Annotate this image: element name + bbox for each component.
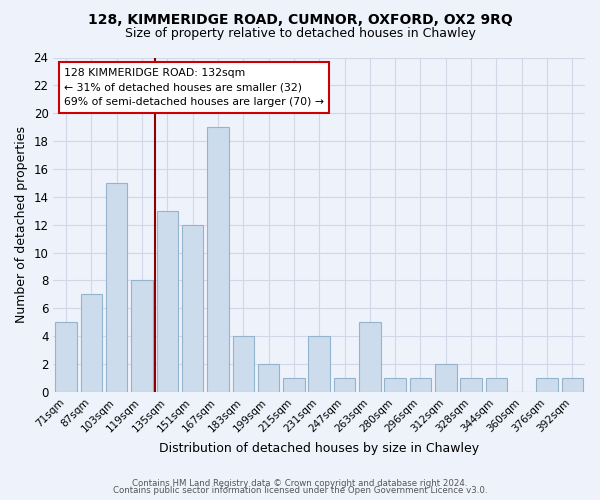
Bar — [308, 336, 330, 392]
Text: 128, KIMMERIDGE ROAD, CUMNOR, OXFORD, OX2 9RQ: 128, KIMMERIDGE ROAD, CUMNOR, OXFORD, OX… — [88, 12, 512, 26]
Text: 128 KIMMERIDGE ROAD: 132sqm
← 31% of detached houses are smaller (32)
69% of sem: 128 KIMMERIDGE ROAD: 132sqm ← 31% of det… — [64, 68, 324, 107]
Y-axis label: Number of detached properties: Number of detached properties — [15, 126, 28, 323]
Bar — [283, 378, 305, 392]
Bar — [233, 336, 254, 392]
Text: Size of property relative to detached houses in Chawley: Size of property relative to detached ho… — [125, 28, 475, 40]
Bar — [334, 378, 355, 392]
Bar — [562, 378, 583, 392]
Bar — [207, 127, 229, 392]
Bar — [55, 322, 77, 392]
Bar — [460, 378, 482, 392]
Bar — [258, 364, 280, 392]
Bar — [385, 378, 406, 392]
Text: Contains HM Land Registry data © Crown copyright and database right 2024.: Contains HM Land Registry data © Crown c… — [132, 478, 468, 488]
Bar — [410, 378, 431, 392]
Bar — [359, 322, 380, 392]
X-axis label: Distribution of detached houses by size in Chawley: Distribution of detached houses by size … — [159, 442, 479, 455]
Bar — [157, 211, 178, 392]
Bar — [131, 280, 153, 392]
Bar — [435, 364, 457, 392]
Bar — [485, 378, 507, 392]
Bar — [182, 224, 203, 392]
Bar — [80, 294, 102, 392]
Bar — [106, 183, 127, 392]
Text: Contains public sector information licensed under the Open Government Licence v3: Contains public sector information licen… — [113, 486, 487, 495]
Bar — [536, 378, 558, 392]
